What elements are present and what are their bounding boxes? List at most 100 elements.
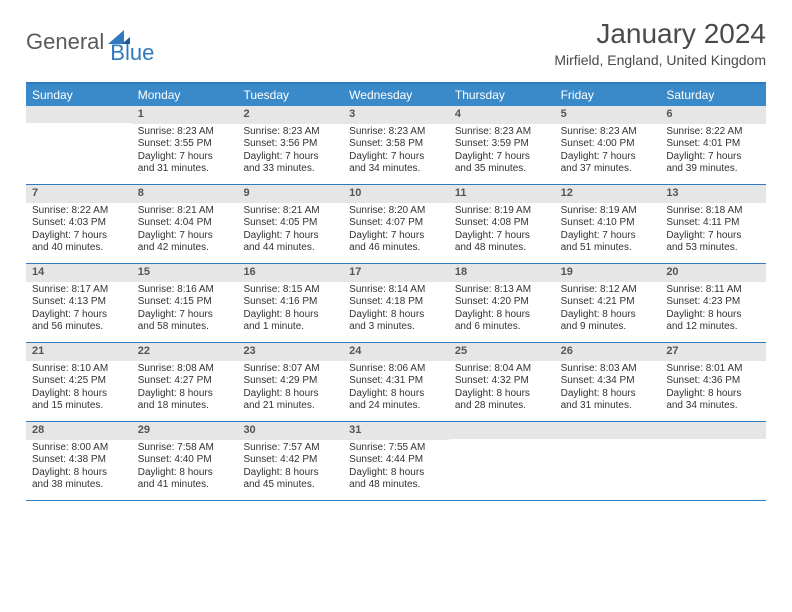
sunset-text: Sunset: 4:42 PM (243, 454, 337, 467)
day-body: Sunrise: 8:00 AMSunset: 4:38 PMDaylight:… (26, 440, 132, 496)
daylight-text: Daylight: 8 hours and 18 minutes. (138, 388, 232, 413)
sunrise-text: Sunrise: 8:20 AM (349, 205, 443, 218)
day-number: 13 (660, 185, 766, 203)
sunset-text: Sunset: 4:08 PM (455, 217, 549, 230)
sunrise-text: Sunrise: 8:23 AM (349, 126, 443, 139)
day-body: Sunrise: 7:55 AMSunset: 4:44 PMDaylight:… (343, 440, 449, 496)
day-cell (26, 106, 132, 184)
day-body: Sunrise: 8:18 AMSunset: 4:11 PMDaylight:… (660, 203, 766, 259)
sunset-text: Sunset: 4:25 PM (32, 375, 126, 388)
day-number: 8 (132, 185, 238, 203)
sunrise-text: Sunrise: 7:57 AM (243, 442, 337, 455)
day-cell: 19Sunrise: 8:12 AMSunset: 4:21 PMDayligh… (555, 264, 661, 342)
daylight-text: Daylight: 7 hours and 37 minutes. (561, 151, 655, 176)
day-number: 23 (237, 343, 343, 361)
daylight-text: Daylight: 8 hours and 41 minutes. (138, 467, 232, 492)
sunset-text: Sunset: 4:44 PM (349, 454, 443, 467)
sunset-text: Sunset: 4:38 PM (32, 454, 126, 467)
month-title: January 2024 (554, 18, 766, 50)
day-number: 11 (449, 185, 555, 203)
day-body: Sunrise: 8:19 AMSunset: 4:10 PMDaylight:… (555, 203, 661, 259)
day-number: 4 (449, 106, 555, 124)
day-number: 6 (660, 106, 766, 124)
sunrise-text: Sunrise: 8:19 AM (455, 205, 549, 218)
day-body: Sunrise: 8:20 AMSunset: 4:07 PMDaylight:… (343, 203, 449, 259)
sunrise-text: Sunrise: 8:23 AM (138, 126, 232, 139)
day-number: 16 (237, 264, 343, 282)
location-text: Mirfield, England, United Kingdom (554, 52, 766, 68)
day-number (660, 422, 766, 439)
day-body: Sunrise: 8:22 AMSunset: 4:03 PMDaylight:… (26, 203, 132, 259)
sunrise-text: Sunrise: 7:55 AM (349, 442, 443, 455)
sunset-text: Sunset: 3:56 PM (243, 138, 337, 151)
sunset-text: Sunset: 4:04 PM (138, 217, 232, 230)
sunset-text: Sunset: 4:21 PM (561, 296, 655, 309)
week-row: 28Sunrise: 8:00 AMSunset: 4:38 PMDayligh… (26, 422, 766, 501)
daylight-text: Daylight: 8 hours and 6 minutes. (455, 309, 549, 334)
day-body: Sunrise: 8:23 AMSunset: 3:58 PMDaylight:… (343, 124, 449, 180)
sunrise-text: Sunrise: 8:08 AM (138, 363, 232, 376)
sunset-text: Sunset: 4:07 PM (349, 217, 443, 230)
sunset-text: Sunset: 3:55 PM (138, 138, 232, 151)
sunset-text: Sunset: 4:31 PM (349, 375, 443, 388)
day-number: 12 (555, 185, 661, 203)
title-block: January 2024 Mirfield, England, United K… (554, 18, 766, 68)
day-number: 17 (343, 264, 449, 282)
daylight-text: Daylight: 7 hours and 35 minutes. (455, 151, 549, 176)
day-cell: 31Sunrise: 7:55 AMSunset: 4:44 PMDayligh… (343, 422, 449, 500)
day-body: Sunrise: 8:19 AMSunset: 4:08 PMDaylight:… (449, 203, 555, 259)
daylight-text: Daylight: 8 hours and 28 minutes. (455, 388, 549, 413)
day-body: Sunrise: 8:21 AMSunset: 4:04 PMDaylight:… (132, 203, 238, 259)
day-body: Sunrise: 8:10 AMSunset: 4:25 PMDaylight:… (26, 361, 132, 417)
day-number: 26 (555, 343, 661, 361)
day-cell: 8Sunrise: 8:21 AMSunset: 4:04 PMDaylight… (132, 185, 238, 263)
sunset-text: Sunset: 4:23 PM (666, 296, 760, 309)
sunset-text: Sunset: 4:36 PM (666, 375, 760, 388)
daylight-text: Daylight: 8 hours and 31 minutes. (561, 388, 655, 413)
sunset-text: Sunset: 3:58 PM (349, 138, 443, 151)
daylight-text: Daylight: 7 hours and 31 minutes. (138, 151, 232, 176)
day-header-fri: Friday (555, 84, 661, 106)
day-cell: 2Sunrise: 8:23 AMSunset: 3:56 PMDaylight… (237, 106, 343, 184)
sunrise-text: Sunrise: 8:16 AM (138, 284, 232, 297)
day-number: 9 (237, 185, 343, 203)
sunset-text: Sunset: 4:05 PM (243, 217, 337, 230)
day-body: Sunrise: 8:14 AMSunset: 4:18 PMDaylight:… (343, 282, 449, 338)
day-cell: 4Sunrise: 8:23 AMSunset: 3:59 PMDaylight… (449, 106, 555, 184)
day-body: Sunrise: 8:23 AMSunset: 3:59 PMDaylight:… (449, 124, 555, 180)
sunrise-text: Sunrise: 8:22 AM (666, 126, 760, 139)
brand-word-blue: Blue (110, 40, 154, 66)
sunrise-text: Sunrise: 8:11 AM (666, 284, 760, 297)
day-body: Sunrise: 8:08 AMSunset: 4:27 PMDaylight:… (132, 361, 238, 417)
day-number: 5 (555, 106, 661, 124)
day-cell: 13Sunrise: 8:18 AMSunset: 4:11 PMDayligh… (660, 185, 766, 263)
day-cell: 20Sunrise: 8:11 AMSunset: 4:23 PMDayligh… (660, 264, 766, 342)
day-header-thu: Thursday (449, 84, 555, 106)
day-cell: 14Sunrise: 8:17 AMSunset: 4:13 PMDayligh… (26, 264, 132, 342)
day-number: 19 (555, 264, 661, 282)
day-cell: 5Sunrise: 8:23 AMSunset: 4:00 PMDaylight… (555, 106, 661, 184)
day-cell: 26Sunrise: 8:03 AMSunset: 4:34 PMDayligh… (555, 343, 661, 421)
day-body: Sunrise: 8:01 AMSunset: 4:36 PMDaylight:… (660, 361, 766, 417)
sunset-text: Sunset: 4:11 PM (666, 217, 760, 230)
daylight-text: Daylight: 7 hours and 48 minutes. (455, 230, 549, 255)
day-body: Sunrise: 8:04 AMSunset: 4:32 PMDaylight:… (449, 361, 555, 417)
sunset-text: Sunset: 4:32 PM (455, 375, 549, 388)
day-cell: 11Sunrise: 8:19 AMSunset: 4:08 PMDayligh… (449, 185, 555, 263)
sunrise-text: Sunrise: 8:06 AM (349, 363, 443, 376)
daylight-text: Daylight: 8 hours and 48 minutes. (349, 467, 443, 492)
brand-word-general: General (26, 29, 104, 55)
day-body: Sunrise: 8:06 AMSunset: 4:31 PMDaylight:… (343, 361, 449, 417)
daylight-text: Daylight: 8 hours and 1 minute. (243, 309, 337, 334)
day-cell: 18Sunrise: 8:13 AMSunset: 4:20 PMDayligh… (449, 264, 555, 342)
daylight-text: Daylight: 8 hours and 45 minutes. (243, 467, 337, 492)
day-cell: 25Sunrise: 8:04 AMSunset: 4:32 PMDayligh… (449, 343, 555, 421)
sunrise-text: Sunrise: 8:23 AM (561, 126, 655, 139)
daylight-text: Daylight: 8 hours and 24 minutes. (349, 388, 443, 413)
day-number: 24 (343, 343, 449, 361)
daylight-text: Daylight: 8 hours and 21 minutes. (243, 388, 337, 413)
sunset-text: Sunset: 4:16 PM (243, 296, 337, 309)
day-number: 20 (660, 264, 766, 282)
day-body: Sunrise: 8:23 AMSunset: 3:55 PMDaylight:… (132, 124, 238, 180)
sunset-text: Sunset: 4:20 PM (455, 296, 549, 309)
